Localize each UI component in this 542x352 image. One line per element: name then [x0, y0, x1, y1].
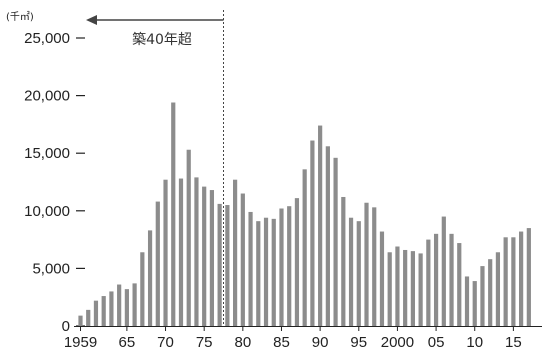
bar-1993	[341, 196, 346, 326]
bar-1990	[318, 125, 323, 326]
bar-1980	[240, 193, 245, 326]
x-tick-label: 95	[350, 334, 367, 351]
annotation-40-years: 築40年超	[86, 10, 225, 326]
x-axis: 1959 65 70 75 80 85 90 95 2000 05 10 15	[64, 326, 542, 351]
x-tick-label: 90	[312, 334, 329, 351]
x-tick-label: 2000	[381, 334, 414, 351]
bar-1966	[132, 283, 137, 326]
bar-1982	[256, 221, 261, 326]
annotation-label: 築40年超	[132, 32, 192, 48]
bar-1984	[271, 218, 276, 326]
bar-1973	[186, 149, 191, 326]
bar-1987	[294, 198, 300, 326]
bar-2008	[457, 243, 462, 326]
x-tick-label: 15	[505, 334, 522, 351]
y-tick-label: 25,000	[24, 30, 70, 47]
y-tick-label: 10,000	[24, 203, 70, 220]
bar-1978	[225, 205, 230, 326]
bar-1972	[178, 178, 184, 326]
bar-2010	[472, 281, 477, 326]
x-tick-label: 75	[196, 334, 213, 351]
bar-1961	[93, 300, 99, 326]
bar-2013	[495, 252, 501, 326]
y-axis: (千㎡) 0 5,000 10,000 15,000 20,000 25,000	[6, 11, 85, 335]
y-tick-label: 15,000	[24, 145, 70, 162]
bar-1996	[364, 202, 369, 326]
bar-1969	[155, 201, 160, 326]
bar-2004	[426, 239, 431, 326]
bar-1977	[217, 203, 222, 326]
bar-2000	[395, 246, 400, 326]
bar-2005	[433, 233, 439, 326]
x-tick-label: 80	[234, 334, 251, 351]
bar-2007	[449, 233, 454, 326]
bar-2016	[519, 231, 524, 326]
bar-1997	[372, 207, 377, 326]
bar-2014	[503, 237, 508, 326]
arrow-left-icon	[86, 15, 97, 25]
y-tick-group: 0 5,000 10,000 15,000 20,000 25,000	[24, 30, 85, 335]
bar-1975	[202, 186, 207, 326]
x-tick-group: 1959 65 70 75 80 85 90 95 2000 05 10 15	[64, 326, 522, 351]
bar-1981	[248, 211, 253, 326]
y-tick-label: 0	[62, 318, 70, 335]
bar-1995	[356, 221, 361, 326]
bar-1962	[101, 296, 106, 326]
bar-1976	[209, 190, 215, 326]
bar-1998	[379, 231, 385, 326]
bar-2015	[511, 237, 516, 326]
x-tick-label: 85	[273, 334, 290, 351]
bar-2003	[418, 253, 423, 326]
bar-1970	[163, 179, 168, 326]
x-tick-label: 10	[466, 334, 483, 351]
bar-2011	[480, 266, 485, 326]
x-tick-label: 1959	[64, 334, 97, 351]
bar-1960	[86, 309, 91, 326]
x-tick-label: 70	[157, 334, 174, 351]
bar-2001	[403, 249, 408, 326]
bar-1967	[140, 252, 145, 326]
bar-2002	[410, 251, 415, 326]
bar-1994	[348, 217, 354, 326]
y-tick-label: 20,000	[24, 88, 70, 105]
bar-1964	[117, 284, 122, 326]
bar-2017	[526, 228, 531, 326]
unit-label: (千㎡)	[6, 11, 34, 23]
bar-2012	[488, 259, 493, 326]
bar-1985	[279, 208, 284, 326]
bar-1968	[147, 230, 153, 326]
bar-1979	[233, 179, 238, 326]
bar-1974	[194, 177, 199, 326]
bar-1959	[78, 315, 83, 326]
bar-1992	[333, 157, 338, 326]
bar-1965	[124, 289, 129, 326]
x-tick-label: 05	[428, 334, 445, 351]
bar-1986	[287, 206, 292, 326]
x-tick-label: 65	[119, 334, 136, 351]
bar-1963	[109, 291, 114, 326]
bar-2009	[464, 276, 470, 326]
bar-series	[78, 102, 531, 326]
bar-2006	[441, 216, 446, 326]
bar-1983	[263, 217, 269, 326]
bar-1999	[387, 252, 392, 326]
y-tick-label: 5,000	[32, 260, 70, 277]
bar-1988	[302, 169, 307, 326]
bar-1991	[325, 146, 330, 326]
annotation-label-background	[126, 30, 198, 48]
bar-1971	[171, 102, 176, 326]
bar-1989	[310, 140, 315, 326]
